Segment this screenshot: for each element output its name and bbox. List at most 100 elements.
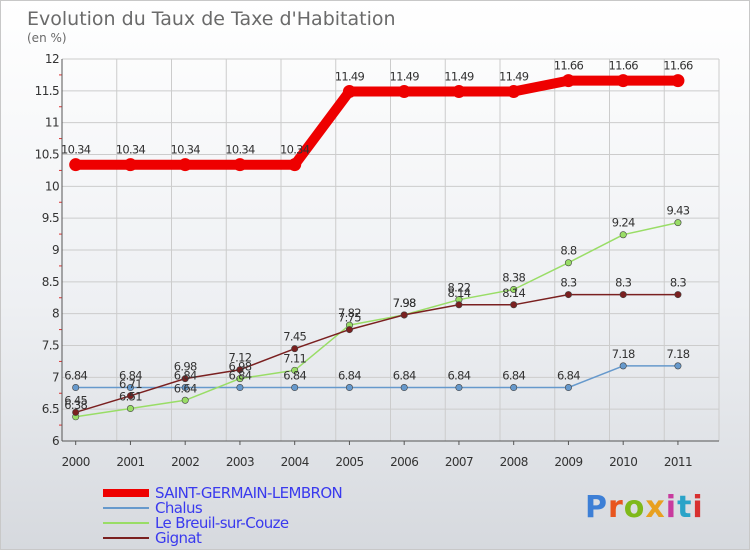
series-point-2 [564,259,572,267]
chart-subtitle: (en %) [27,31,67,45]
data-label-0: 10.34 [225,143,255,157]
series-point-1 [236,384,244,392]
data-label-1: 6.84 [338,369,361,383]
series-point-2 [236,375,244,383]
series-point-2 [126,405,134,413]
data-label-1: 6.84 [393,369,416,383]
data-label-2: 8.38 [502,270,525,284]
y-tick-label: 7 [52,370,59,384]
data-label-1: 6.84 [64,369,87,383]
data-label-3: 7.12 [229,351,252,365]
logo-text: Proxiti [585,490,704,525]
data-label-2: 8.22 [448,281,471,295]
data-label-1: 6.84 [229,369,252,383]
series-point-1 [126,384,134,392]
y-tick-label: 9.5 [42,211,59,225]
x-tick-label: 2007 [445,455,473,469]
x-tick-label: 2003 [226,455,254,469]
series-point-0 [233,158,247,172]
axes: 6 6.5 7 7.5 8 8.5 9 9.5 10 10.5 11 11.5 12 2000 2001 20… [35,52,719,469]
data-label-1: 6.84 [502,369,525,383]
series-line-0 [70,75,683,170]
series-point-0 [123,158,137,172]
data-label-1: 6.84 [119,369,142,383]
data-label-3: 8.3 [670,276,687,290]
data-label-2: 6.64 [174,381,197,395]
data-label-0: 10.34 [280,143,310,157]
x-tick-label: 2001 [116,455,144,469]
series-point-3 [564,291,572,299]
data-label-0: 10.34 [170,143,200,157]
data-label-0: 11.66 [663,59,693,73]
series-point-1 [400,384,408,392]
data-label-2: 7.98 [393,296,416,310]
data-label-1: 6.84 [174,369,197,383]
data-label-3: 8.3 [615,276,632,290]
data-label-2: 6.98 [229,360,252,374]
y-tick-label: 10.5 [35,148,59,162]
series-point-3 [510,301,518,309]
chart-title: Evolution du Taux de Taxe d'Habitation [27,8,396,30]
data-label-2: 6.38 [64,398,87,412]
data-label-3: 8.14 [448,286,471,300]
data-label-1: 6.84 [448,369,471,383]
x-tick-label: 2008 [500,455,528,469]
series-point-0 [507,84,521,98]
series-point-1 [510,384,518,392]
series [69,74,685,421]
series-line-2 [74,221,679,418]
data-label-0: 11.49 [499,69,529,83]
logo-letter: x [645,490,665,525]
logo-letter: r [608,490,624,525]
legend-label: Le Breuil-sur-Couze [155,514,289,532]
data-label-3: 6.98 [174,360,197,374]
series-point-3 [619,291,627,299]
data-label-0: 10.34 [116,143,146,157]
series-point-3 [674,291,682,299]
series-point-3 [291,345,299,353]
series-point-2 [674,219,682,227]
data-label-1: 7.18 [667,347,690,361]
series-point-0 [69,158,83,172]
data-label-2: 7.11 [283,351,306,365]
series-point-3 [72,408,80,416]
data-label-0: 11.49 [444,69,474,83]
y-tick-label: 11 [45,116,59,130]
series-point-3 [181,375,189,383]
series-point-0 [288,158,302,172]
data-label-2: 7.82 [338,306,361,320]
series-point-3 [400,311,408,319]
y-tick-label: 6 [52,434,59,448]
data-label-0: 11.49 [389,69,419,83]
series-point-3 [236,366,244,374]
data-label-3: 6.45 [64,393,87,407]
series-line-3 [74,293,679,414]
series-point-1 [181,384,189,392]
series-point-0 [561,74,575,88]
x-tick-label: 2011 [664,455,692,469]
x-tick-label: 2002 [171,455,199,469]
data-label-3: 7.45 [283,330,306,344]
series-point-0 [342,84,356,98]
data-label-2: 9.43 [667,204,690,218]
series-point-1 [674,362,682,370]
y-tick-label: 10 [45,179,59,193]
series-point-1 [564,384,572,392]
series-point-0 [616,74,630,88]
data-label-3: 8.14 [502,286,525,300]
series-point-1 [345,384,353,392]
series-point-0 [452,84,466,98]
series-point-0 [671,74,685,88]
data-label-0: 11.49 [335,69,365,83]
data-label-2: 8.8 [560,244,577,258]
x-tick-label: 2004 [281,455,309,469]
series-point-3 [126,392,134,400]
data-label-0: 10.34 [61,143,91,157]
y-tick-label: 8 [52,307,59,321]
logo-letter: P [585,490,608,525]
grid [62,58,720,442]
data-label-0: 11.66 [554,59,584,73]
